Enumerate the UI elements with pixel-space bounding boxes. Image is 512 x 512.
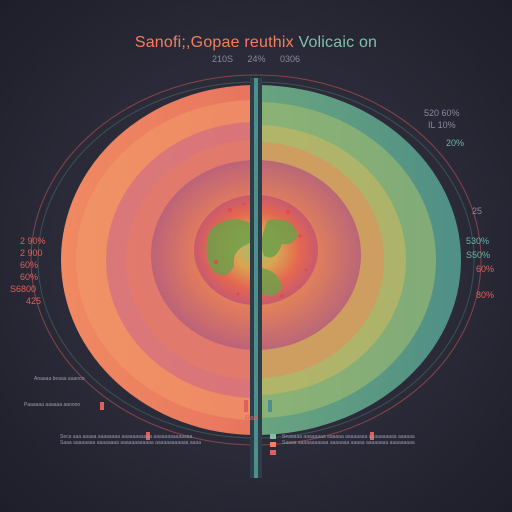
title-right: Volicaic on xyxy=(298,34,378,51)
left-label: 2 90% xyxy=(20,236,46,246)
legend-swatch xyxy=(270,434,276,439)
bottom-left-line: Saaa aaaaaaaa aaaaaaaa aaaaaaaaaaaa aaaa… xyxy=(60,440,201,446)
right-label: S50% xyxy=(466,250,491,260)
top-label: 0306 xyxy=(280,54,301,64)
left-label: 60% xyxy=(20,272,39,282)
title-left: Sanofi;,Gopae xyxy=(134,34,240,51)
left-label: 60% xyxy=(20,260,39,270)
title-mid: reuthix xyxy=(239,34,299,51)
page-title: Sanofi;,Gopae reuthix Volicaic on xyxy=(0,34,512,52)
top-labels: 210S 24% 0306 xyxy=(0,54,512,64)
bottom-left-line: Seca aaa aaaaa aaaaaaaa aaaaaaaaaaa aaaa… xyxy=(60,434,193,440)
legend-swatch xyxy=(270,442,276,447)
left-label: S6800 xyxy=(10,284,37,294)
right-label: IL 10% xyxy=(428,120,456,130)
bottom-right-line: Seaaaaa aaaaaaaa aaaaaa aaaaaaaa aaaaaaa… xyxy=(282,434,415,440)
bottom-markers xyxy=(100,400,374,440)
right-label: 60% xyxy=(476,264,495,274)
top-label: 210S xyxy=(211,54,233,64)
left-label: 2 900 xyxy=(20,248,43,258)
right-label: 25 xyxy=(472,206,483,216)
speckles xyxy=(214,202,308,298)
bottom-right-line: Saaaa aaaaaaaaaaa aaaaaaa aaaaa aaaaaaaa… xyxy=(282,440,415,446)
continent-shapes xyxy=(206,219,298,297)
right-label: 20% xyxy=(446,138,465,148)
legend-swatch xyxy=(270,450,276,455)
bottom-left-text: Seca aaa aaaaa aaaaaaaa aaaaaaaaaaa aaaa… xyxy=(60,434,201,446)
right-label: 80% xyxy=(476,290,495,300)
left-label: 425 xyxy=(26,296,42,306)
legend-note: Anaaaa beaaa aaaooo xyxy=(34,376,85,382)
right-label: 520 60% xyxy=(424,108,460,118)
bottom-right-text: Seaaaaa aaaaaaaa aaaaaa aaaaaaaa aaaaaaa… xyxy=(282,434,415,446)
center-tag: Raa xyxy=(245,415,258,422)
legend-note: Paaaaaa aaaaaa aaoooo xyxy=(24,402,81,408)
right-label: 530% xyxy=(466,236,490,246)
top-label: 24% xyxy=(247,54,266,64)
